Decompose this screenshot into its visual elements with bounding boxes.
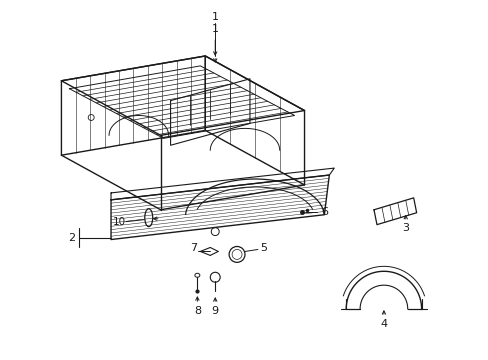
Text: 2: 2 [68, 233, 75, 243]
Text: 9: 9 [211, 306, 218, 316]
Text: 1: 1 [211, 24, 218, 34]
Text: 3: 3 [402, 222, 408, 233]
Text: 8: 8 [193, 306, 201, 316]
Text: 6: 6 [320, 207, 327, 217]
Text: 5: 5 [260, 243, 267, 253]
Text: 7: 7 [189, 243, 197, 253]
Text: 10: 10 [112, 217, 125, 227]
Text: 1: 1 [211, 12, 218, 22]
Text: 4: 4 [380, 319, 386, 329]
